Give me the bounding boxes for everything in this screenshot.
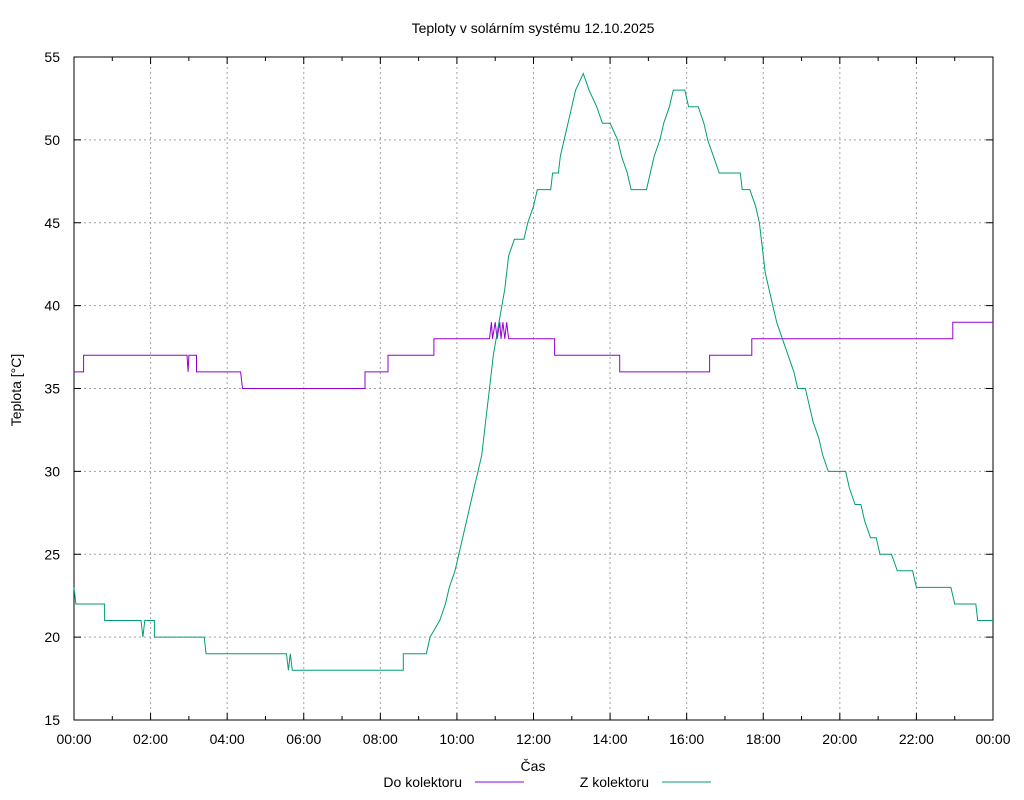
x-tick-label: 02:00: [133, 731, 168, 747]
legend-label-z-kolektoru: Z kolektoru: [580, 774, 649, 790]
y-tick-label: 55: [44, 49, 60, 65]
y-tick-label: 35: [44, 381, 60, 397]
x-tick-label: 18:00: [746, 731, 781, 747]
chart-title: Teploty v solárním systému 12.10.2025: [412, 20, 655, 36]
x-tick-label: 20:00: [822, 731, 857, 747]
x-tick-label: 16:00: [669, 731, 704, 747]
y-tick-label: 25: [44, 546, 60, 562]
y-tick-label: 20: [44, 629, 60, 645]
x-tick-label: 00:00: [56, 731, 91, 747]
y-tick-label: 40: [44, 298, 60, 314]
y-tick-label: 45: [44, 215, 60, 231]
y-tick-label: 30: [44, 463, 60, 479]
x-tick-label: 04:00: [210, 731, 245, 747]
axis-ticks: 00:00 02:00 04:00 06:00 08:00 10:00 12:00 14:00…: [44, 49, 1010, 747]
series-line-z-kolektoru: [73, 72, 993, 671]
x-tick-label: 12:00: [516, 731, 551, 747]
x-tick-label: 00:00: [975, 731, 1010, 747]
x-tick-label: 08:00: [363, 731, 398, 747]
series-lines: [73, 72, 993, 671]
x-axis-label: Čas: [521, 758, 546, 774]
x-tick-label: 06:00: [286, 731, 321, 747]
x-tick-label: 10:00: [439, 731, 474, 747]
y-tick-label: 50: [44, 132, 60, 148]
legend: Do kolektoru Z kolektoru: [383, 774, 711, 790]
grid: [74, 57, 993, 720]
x-tick-label: 14:00: [593, 731, 628, 747]
y-tick-label: 15: [44, 712, 60, 728]
x-tick-label: 22:00: [899, 731, 934, 747]
legend-label-do-kolektoru: Do kolektoru: [383, 774, 462, 790]
y-axis-label: Teplota [°C]: [8, 354, 24, 427]
series-line-do-kolektoru: [74, 321, 993, 389]
